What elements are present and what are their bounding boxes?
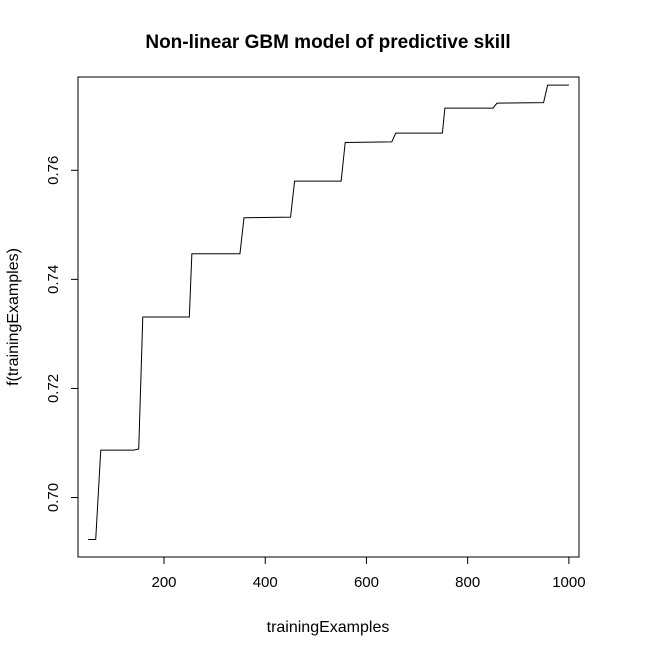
x-tick-label-4: 1000 [552, 574, 585, 591]
x-axis: 200 400 600 800 1000 [152, 556, 586, 591]
x-tick-label-1: 400 [253, 574, 278, 591]
x-tick-label-0: 200 [152, 574, 177, 591]
y-tick-label-3: 0.76 [45, 156, 62, 185]
y-tick-label-1: 0.72 [45, 374, 62, 403]
y-axis-label: f(trainingExamples) [5, 248, 22, 386]
y-axis: 0.70 0.72 0.74 0.76 [45, 156, 79, 512]
x-axis-label: trainingExamples [267, 619, 390, 636]
x-tick-label-3: 800 [455, 574, 480, 591]
data-points [88, 85, 569, 539]
chart-title: Non-linear GBM model of predictive skill [145, 32, 510, 53]
y-tick-label-0: 0.70 [45, 483, 62, 512]
series-line [88, 84, 569, 541]
x-tick-label-2: 600 [354, 574, 379, 591]
y-tick-label-2: 0.74 [45, 265, 62, 294]
